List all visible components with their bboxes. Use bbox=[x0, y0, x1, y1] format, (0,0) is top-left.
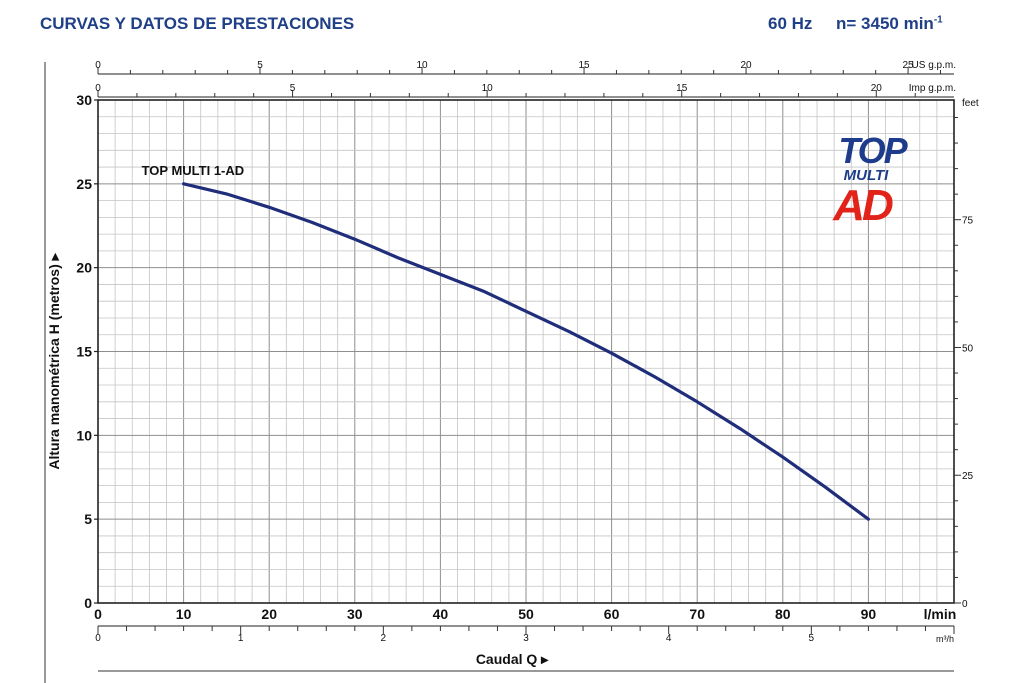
m3h-tick-label: 4 bbox=[666, 633, 672, 644]
feet-tick-label: 75 bbox=[962, 216, 974, 227]
x-axis-label: Caudal Q ▸ bbox=[476, 651, 549, 667]
x-tick-label: 40 bbox=[433, 606, 449, 622]
y-tick-label: 25 bbox=[76, 176, 92, 192]
x-tick-label: 50 bbox=[518, 606, 534, 622]
x-tick-label: 60 bbox=[604, 606, 620, 622]
series-label: TOP MULTI 1-AD bbox=[142, 163, 245, 178]
m3h-tick-label: 1 bbox=[238, 633, 244, 644]
y-tick-label: 20 bbox=[76, 260, 92, 276]
usgpm-tick-label: 5 bbox=[257, 60, 263, 71]
x-tick-label: 90 bbox=[861, 606, 877, 622]
feet-unit-label: feet bbox=[962, 98, 979, 109]
chart-grid bbox=[97, 99, 955, 604]
top-multi-ad-logo: TOP MULTI AD bbox=[832, 130, 910, 230]
feet-tick-label: 50 bbox=[962, 343, 974, 354]
usgpm-unit-label: US g.p.m. bbox=[912, 60, 956, 71]
x-tick-label: 30 bbox=[347, 606, 363, 622]
m3h-tick-label: 5 bbox=[809, 633, 815, 644]
m3h-tick-label: 3 bbox=[523, 633, 529, 644]
impgpm-tick-label: 5 bbox=[290, 83, 296, 94]
y-tick-label: 15 bbox=[76, 344, 92, 360]
chart-labels: TOP MULTI 1-AD bbox=[142, 163, 245, 178]
x-tick-label: 10 bbox=[176, 606, 192, 622]
logo-top-text: TOP bbox=[838, 130, 908, 171]
m3h-tick-label: 0 bbox=[95, 633, 101, 644]
y-tick-label: 5 bbox=[84, 511, 92, 527]
impgpm-tick-label: 10 bbox=[482, 83, 494, 94]
y-tick-label: 0 bbox=[84, 595, 92, 611]
usgpm-tick-label: 20 bbox=[740, 60, 752, 71]
y-tick-label: 10 bbox=[76, 427, 92, 443]
x-unit-label: l/min bbox=[924, 606, 957, 622]
x-tick-label: 0 bbox=[94, 606, 102, 622]
usgpm-tick-label: 10 bbox=[416, 60, 428, 71]
speed-prefix: n= 3450 min bbox=[836, 14, 934, 33]
speed-exponent: -1 bbox=[933, 14, 943, 26]
chart-series bbox=[182, 182, 870, 521]
impgpm-unit-label: Imp g.p.m. bbox=[909, 83, 956, 94]
x-tick-label: 20 bbox=[261, 606, 277, 622]
x-tick-label: 80 bbox=[775, 606, 791, 622]
y-tick-label: 30 bbox=[76, 92, 92, 108]
x-tick-label: 70 bbox=[689, 606, 705, 622]
page-title: CURVAS Y DATOS DE PRESTACIONES bbox=[40, 14, 355, 33]
usgpm-tick-label: 0 bbox=[95, 60, 101, 71]
series-line bbox=[182, 182, 870, 521]
impgpm-tick-label: 20 bbox=[871, 83, 883, 94]
m3h-unit-label: m³/h bbox=[936, 634, 954, 644]
logo-ad-text: AD bbox=[832, 181, 893, 230]
impgpm-tick-label: 15 bbox=[676, 83, 688, 94]
speed-label: n= 3450 min-1 bbox=[836, 14, 943, 34]
frequency-label: 60 Hz bbox=[768, 14, 813, 33]
m3h-tick-label: 2 bbox=[381, 633, 387, 644]
feet-tick-label: 25 bbox=[962, 471, 974, 482]
usgpm-tick-label: 25 bbox=[903, 60, 915, 71]
usgpm-tick-label: 15 bbox=[578, 60, 590, 71]
logo-multi-text: MULTI bbox=[844, 167, 890, 184]
y-axis-label: Altura manométrica H (metros) ▸ bbox=[46, 252, 62, 469]
impgpm-tick-label: 0 bbox=[95, 83, 101, 94]
feet-tick-label: 0 bbox=[962, 599, 968, 610]
